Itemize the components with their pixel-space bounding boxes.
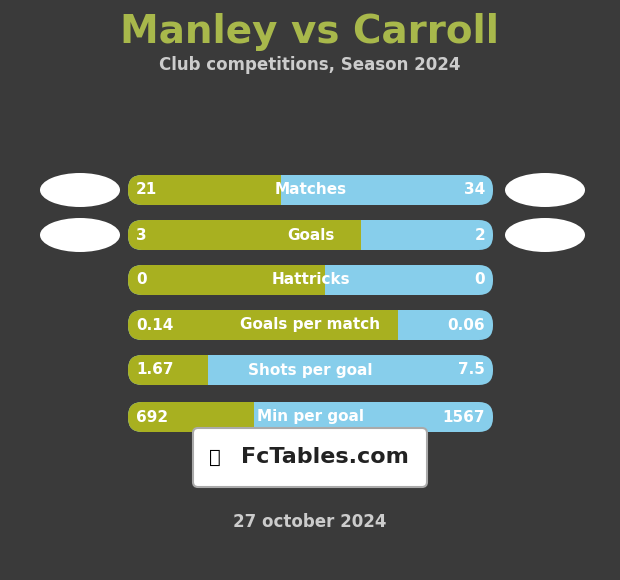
Text: 0: 0 [136,273,146,288]
FancyBboxPatch shape [128,220,493,250]
Bar [128,402,254,432]
FancyBboxPatch shape [128,265,493,295]
FancyBboxPatch shape [128,402,493,432]
FancyBboxPatch shape [128,355,493,385]
FancyBboxPatch shape [128,175,493,205]
Ellipse shape [505,173,585,207]
Text: Manley vs Carroll: Manley vs Carroll [120,13,500,51]
Text: Min per goal: Min per goal [257,409,364,425]
Text: 34: 34 [464,183,485,198]
Bar [128,310,397,340]
Text: Hattricks: Hattricks [271,273,350,288]
FancyBboxPatch shape [128,310,493,340]
FancyBboxPatch shape [128,220,493,250]
Bar [128,265,324,295]
FancyBboxPatch shape [128,265,493,295]
Text: Shots per goal: Shots per goal [248,362,373,378]
Text: 7.5: 7.5 [458,362,485,378]
Text: 1.67: 1.67 [136,362,174,378]
Text: Goals per match: Goals per match [241,317,381,332]
FancyBboxPatch shape [128,402,493,432]
Bar [128,175,281,205]
Text: 3: 3 [136,227,146,242]
Text: 27 october 2024: 27 october 2024 [233,513,387,531]
Text: 2: 2 [474,227,485,242]
Text: Goals: Goals [287,227,334,242]
FancyBboxPatch shape [128,175,493,205]
Text: 0: 0 [474,273,485,288]
Ellipse shape [505,218,585,252]
Text: 0.14: 0.14 [136,317,174,332]
Text: 📊: 📊 [209,448,221,466]
FancyBboxPatch shape [193,428,427,487]
Text: Club competitions, Season 2024: Club competitions, Season 2024 [159,56,461,74]
Text: FcTables.com: FcTables.com [241,447,409,467]
Bar [128,220,361,250]
FancyBboxPatch shape [128,355,493,385]
Bar [128,355,208,385]
Text: 1567: 1567 [443,409,485,425]
Text: Matches: Matches [275,183,347,198]
Text: 692: 692 [136,409,168,425]
Ellipse shape [40,218,120,252]
Ellipse shape [40,173,120,207]
FancyBboxPatch shape [128,310,493,340]
Text: 0.06: 0.06 [448,317,485,332]
Text: 21: 21 [136,183,157,198]
